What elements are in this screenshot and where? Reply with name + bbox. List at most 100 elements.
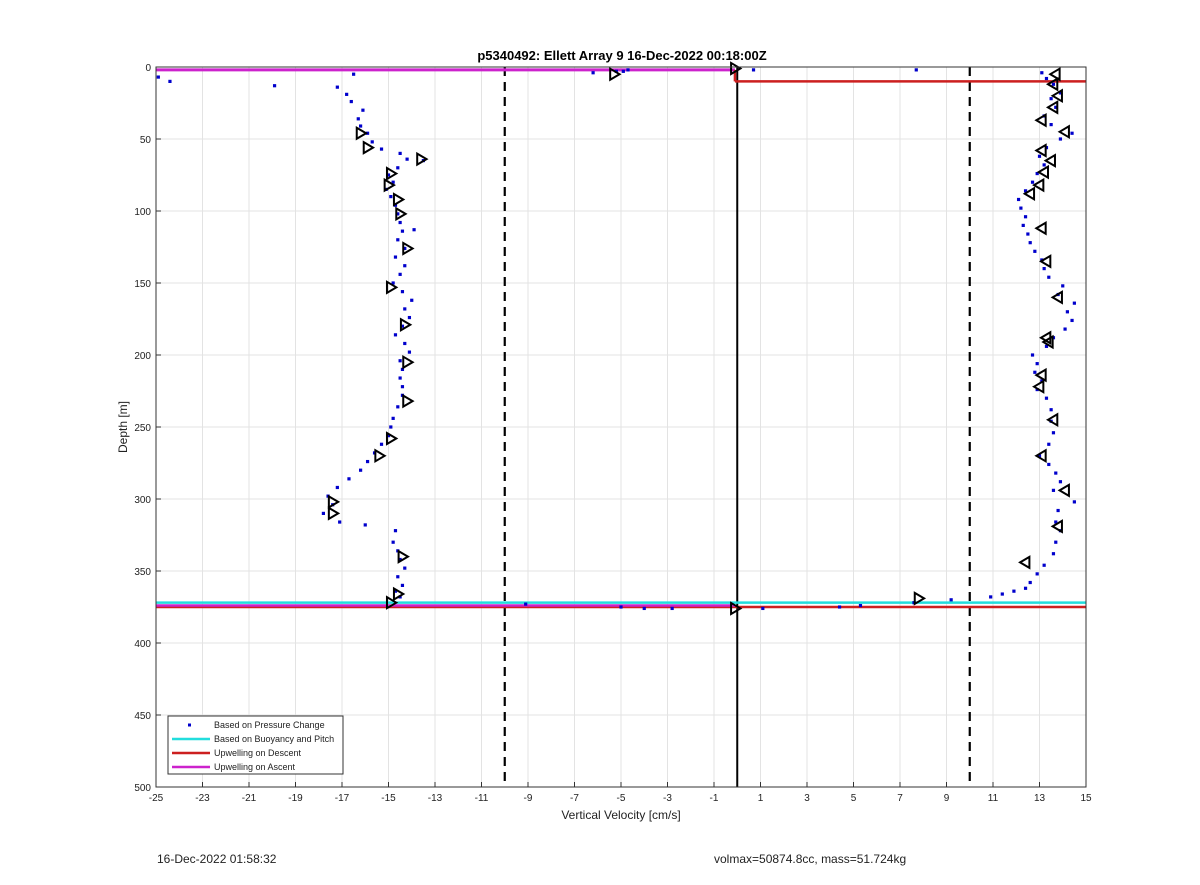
pressure-point-66 [1023,586,1028,590]
pressure-point-123 [1044,76,1049,81]
pressure-point-144 [1000,592,1004,596]
pressure-point-84 [1049,408,1053,412]
pressure-point-73 [1054,520,1058,524]
pressure-point-67 [1028,580,1032,585]
pressure-point-145 [1012,589,1016,593]
pressure-point-51 [335,485,339,490]
legend-swatch-0 [188,723,191,727]
descent-marker-0 [355,125,369,141]
pressure-point-93 [1063,327,1067,331]
x-tick-label-11: -3 [663,793,672,804]
pressure-point-8 [370,140,374,144]
x-tick-label-18: 11 [988,793,999,804]
pressure-point-58 [391,540,395,544]
legend-label-3: Upwelling on Ascent [214,762,296,772]
y-tick-label-2: 100 [134,207,151,218]
ascent-marker-16 [1034,367,1047,383]
pressure-point-63 [400,583,405,587]
pressure-point-121 [1058,91,1063,95]
pressure-point-19 [396,212,400,216]
pressure-point-143 [989,595,993,599]
pressure-point-88 [1033,370,1037,374]
pressure-point-9 [379,147,384,151]
descent-marker-18 [385,595,399,610]
pressure-point-132 [751,68,756,72]
pressure-point-98 [1061,284,1065,288]
descent-marker-3 [385,166,399,181]
pressure-point-142 [949,598,953,602]
pressure-point-107 [1019,206,1023,210]
pressure-point-68 [1035,572,1039,576]
pressure-point-95 [1065,310,1069,314]
pressure-point-109 [1023,189,1028,193]
pressure-point-138 [761,606,765,611]
pressure-point-81 [1047,442,1051,446]
x-tick-label-9: -7 [570,793,579,804]
pressure-point-13 [396,166,400,170]
y-ticks: 0 50 100 150 200 250 300 350 400 450 500 [134,63,161,794]
y-axis-label: Depth [m] [116,401,130,453]
pressure-point-62 [396,575,400,579]
pressure-point-108 [1016,197,1021,202]
pressure-point-136 [642,606,646,611]
x-tick-label-5: -15 [381,793,396,804]
descent-marker-11 [402,393,415,409]
pressure-point-134 [524,602,528,606]
x-tick-label-7: -11 [475,793,489,804]
pressure-point-20 [398,220,402,225]
pressure-point-76 [1051,488,1056,492]
pressure-point-113 [1037,154,1042,158]
x-tick-label-10: -5 [617,793,626,804]
ascent-marker-9 [1032,177,1045,193]
x-tick-label-14: 3 [804,793,810,804]
descent-marker-19 [609,66,622,82]
pressure-point-2 [345,92,349,96]
pressure-point-124 [1040,71,1044,75]
pressure-point-27 [398,272,402,276]
pressure-point-0 [352,72,356,76]
descent-marker-10 [402,354,415,370]
pressure-point-44 [389,425,393,429]
pressure-point-34 [393,333,398,337]
pressure-point-3 [349,99,353,104]
y-tick-label-5: 250 [134,423,151,434]
reference-lines [503,67,971,787]
y-tick-label-3: 150 [134,279,151,290]
pressure-point-5 [356,117,360,121]
ascent-marker-6 [1034,143,1047,158]
legend: Based on Pressure Change Based on Buoyanc… [167,715,344,775]
ascent-marker-20 [1057,483,1070,498]
ascent-marker-11 [1034,221,1047,236]
pressure-point-110 [1030,180,1035,184]
footer-timestamp: 16-Dec-2022 01:58:32 [157,852,277,866]
legend-label-2: Upwelling on Descent [214,748,302,758]
pressure-point-119 [1054,105,1058,109]
descent-marker-5 [392,192,406,207]
pressure-point-49 [359,468,363,472]
pressure-point-28 [391,281,395,285]
ascent-marker-21 [1050,519,1063,534]
ascent-marker-3 [1045,100,1059,115]
y-tick-label-1: 50 [140,135,152,146]
grid [155,66,1087,788]
pressure-point-54 [321,511,325,515]
pressure-point-45 [386,434,391,438]
chart-title: p5340492: Ellett Array 9 16-Dec-2022 00:… [477,48,766,63]
pressure-point-79 [1047,462,1051,467]
pressure-point-111 [1035,171,1039,176]
pressure-point-140 [858,603,863,608]
ascent-marker-4 [1034,113,1047,128]
pressure-point-56 [363,523,367,527]
pressure-point-26 [403,264,407,268]
x-tick-label-1: -23 [195,793,210,804]
x-tick-label-17: 9 [944,793,950,804]
pressure-point-125 [156,75,160,79]
pressure-point-64 [393,589,398,593]
x-tick-label-0: -25 [149,793,164,804]
pressure-point-36 [407,350,412,354]
ascent-marker-0 [1048,66,1061,82]
x-tick-label-2: -21 [242,793,257,804]
pressure-point-135 [619,605,623,609]
descent-marker-2 [416,151,429,167]
